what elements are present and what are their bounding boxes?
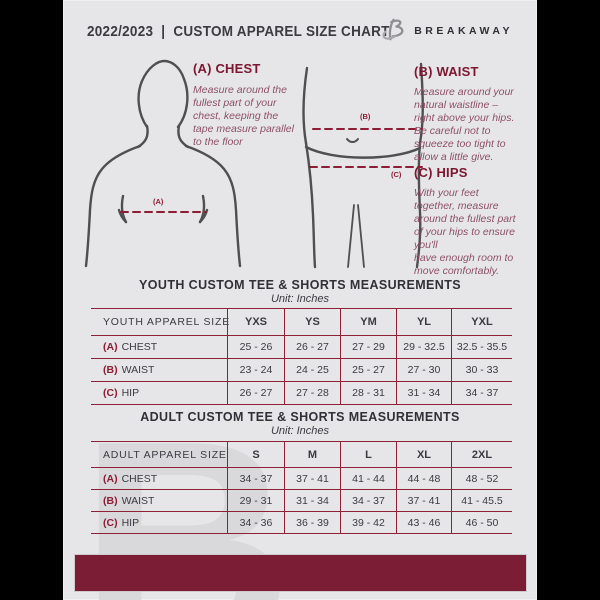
waist-instruction-heading: (B) WAIST [414, 64, 479, 79]
measurement-value-cell: 46 - 50 [451, 512, 512, 533]
measurement-value-cell: 37 - 41 [396, 490, 451, 511]
measurement-value-cell: 43 - 46 [396, 512, 451, 533]
measurement-value-cell: 39 - 42 [340, 512, 396, 533]
measurement-label-cell: (B) WAIST [91, 359, 227, 381]
size-column-header: YXS [227, 309, 284, 335]
measurement-value-cell: 23 - 24 [227, 359, 284, 381]
chest-line-label: (A) [153, 197, 164, 206]
measurement-value-cell: 28 - 31 [340, 382, 396, 404]
measurement-name: CHEST [121, 341, 158, 353]
hips-line-label: (C) [391, 170, 402, 179]
measurement-value-cell: 36 - 39 [284, 512, 340, 533]
measurement-diagram: (A) (B) (C) (A) CHEST Measure around the… [63, 0, 537, 280]
measurement-letter: (B) [103, 494, 118, 507]
measurement-letter: (C) [103, 516, 118, 529]
measurement-value-cell: 41 - 45.5 [451, 490, 512, 511]
chest-instruction-body: Measure around the fullest part of your … [193, 84, 294, 149]
measurement-name: WAIST [121, 364, 155, 376]
apparel-size-header-cell: ADULT APPAREL SIZE [103, 448, 227, 461]
footer-bar [74, 554, 527, 592]
hips-instruction-heading: (C) HIPS [414, 165, 468, 180]
measurement-label-cell: (A) CHEST [91, 468, 227, 489]
measurement-letter: (A) [103, 341, 118, 353]
measurement-value-cell: 27 - 28 [284, 382, 340, 404]
brand-lockup: BREAKAWAY [377, 16, 513, 46]
table-row: (C) HIP 26 - 27 27 - 28 28 - 31 31 - 34 34 - 3… [91, 382, 512, 405]
size-column-header: YXL [451, 309, 512, 335]
chest-instruction-heading: (A) CHEST [193, 61, 261, 76]
size-column-header: YL [396, 309, 451, 335]
adult-section-title: ADULT CUSTOM TEE & SHORTS MEASUREMENTS [140, 410, 460, 424]
hips-instruction: (C) HIPS With your feet together, measur… [414, 165, 534, 278]
measurement-value-cell: 27 - 30 [396, 359, 451, 381]
measurement-name: CHEST [121, 472, 158, 485]
measurement-value-cell: 26 - 27 [284, 336, 340, 358]
size-column-header: XL [396, 442, 451, 467]
measurement-label-cell: (B) WAIST [91, 490, 227, 511]
lower-body-outline [302, 62, 424, 269]
measurement-value-cell: 29 - 31 [227, 490, 284, 511]
size-column-header: YM [340, 309, 396, 335]
measurement-name: HIP [121, 387, 140, 399]
table-header-row: ADULT APPAREL SIZE S M L XL 2XL [91, 441, 512, 468]
youth-size-table: YOUTH APPAREL SIZE YXS YS YM YL YXL (A) CHEST 25… [91, 308, 512, 405]
measurement-value-cell: 34 - 37 [340, 490, 396, 511]
waist-instruction-body: Measure around your natural waistline – … [414, 86, 515, 164]
measurement-label-cell: (C) HIP [91, 512, 227, 533]
measurement-value-cell: 34 - 37 [451, 382, 512, 404]
measurement-letter: (C) [103, 387, 118, 399]
waist-line-label: (B) [360, 112, 371, 121]
size-column-header: YS [284, 309, 340, 335]
page-header: 2022/2023 | CUSTOM APPAREL SIZE CHART BR… [63, 0, 537, 50]
table-row: (B) WAIST 29 - 31 31 - 34 34 - 37 37 - 41 41 -… [91, 490, 512, 512]
measurement-value-cell: 32.5 - 35.5 [451, 336, 512, 358]
waist-instruction: (B) WAIST Measure around your natural wa… [414, 64, 532, 164]
table-row: (C) HIP 34 - 36 36 - 39 39 - 42 43 - 46 46 - 5… [91, 512, 512, 534]
measurement-value-cell: 26 - 27 [227, 382, 284, 404]
measurement-value-cell: 34 - 37 [227, 468, 284, 489]
size-column-header: L [340, 442, 396, 467]
measurement-value-cell: 31 - 34 [284, 490, 340, 511]
measurement-value-cell: 30 - 33 [451, 359, 512, 381]
adult-size-table: ADULT APPAREL SIZE S M L XL 2XL (A) CHEST 34 - 3… [91, 441, 512, 534]
brand-name: BREAKAWAY [414, 25, 513, 37]
measurement-value-cell: 34 - 36 [227, 512, 284, 533]
adult-section-unit: Unit: Inches [270, 425, 330, 437]
measurement-letter: (A) [103, 472, 118, 485]
chest-instruction: (A) CHEST Measure around the fullest par… [193, 61, 305, 149]
measurement-value-cell: 41 - 44 [340, 468, 396, 489]
measurement-value-cell: 24 - 25 [284, 359, 340, 381]
measurement-letter: (B) [103, 364, 118, 376]
table-row: (A) CHEST 25 - 26 26 - 27 27 - 29 29 - 32.5 32… [91, 336, 512, 359]
measurement-value-cell: 29 - 32.5 [396, 336, 451, 358]
page-title: 2022/2023 | CUSTOM APPAREL SIZE CHART [87, 23, 390, 40]
breakaway-b-logo-icon [382, 18, 404, 41]
measurement-value-cell: 37 - 41 [284, 468, 340, 489]
measurement-name: WAIST [121, 494, 155, 507]
measurement-label-cell: (C) HIP [91, 382, 227, 404]
measurement-value-cell: 27 - 29 [340, 336, 396, 358]
size-column-header: 2XL [451, 442, 512, 467]
youth-section-unit: Unit: Inches [270, 293, 330, 305]
measurement-label-cell: (A) CHEST [91, 336, 227, 358]
hips-instruction-body: With your feet together, measure around … [414, 187, 516, 278]
measurement-value-cell: 25 - 26 [227, 336, 284, 358]
size-column-header: S [227, 442, 284, 467]
size-column-header: M [284, 442, 340, 467]
table-row: (B) WAIST 23 - 24 24 - 25 25 - 27 27 - 30 30 -… [91, 359, 512, 382]
measurement-value-cell: 44 - 48 [396, 468, 451, 489]
measurement-name: HIP [121, 516, 140, 529]
measurement-value-cell: 31 - 34 [396, 382, 451, 404]
table-row: (A) CHEST 34 - 37 37 - 41 41 - 44 44 - 48 48 -… [91, 468, 512, 490]
size-chart-page: B 2022/2023 | CUSTOM APPAREL SIZE CHART … [63, 0, 537, 600]
youth-section-title: YOUTH CUSTOM TEE & SHORTS MEASUREMENTS [139, 278, 461, 292]
apparel-size-header-cell: YOUTH APPAREL SIZE [103, 316, 231, 328]
body-figures-illustration [84, 59, 424, 269]
measurement-value-cell: 48 - 52 [451, 468, 512, 489]
table-header-row: YOUTH APPAREL SIZE YXS YS YM YL YXL [91, 308, 512, 336]
upper-body-outline [84, 59, 242, 268]
measurement-value-cell: 25 - 27 [340, 359, 396, 381]
